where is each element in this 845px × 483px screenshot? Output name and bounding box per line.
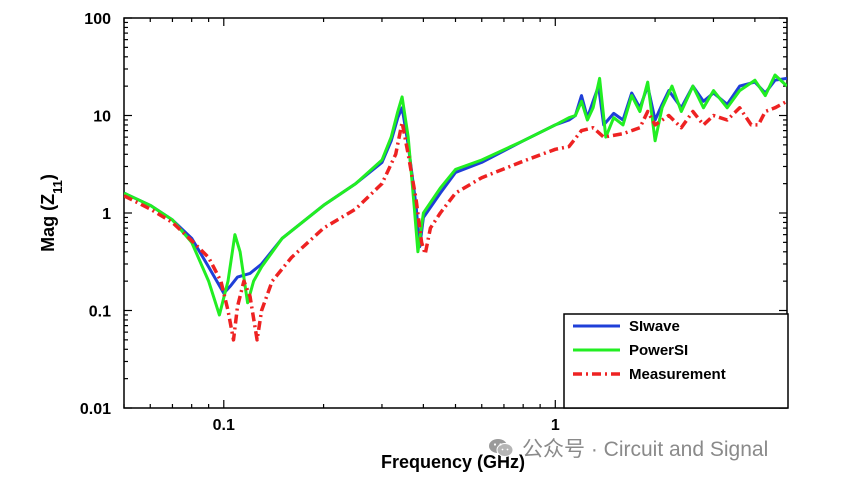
watermark: 公众号 · Circuit and Signal — [488, 433, 768, 463]
y-tick-label: 0.1 — [89, 304, 111, 321]
y-tick-label: 10 — [93, 109, 111, 126]
legend: SIwave PowerSI Measurement — [563, 313, 789, 409]
legend-box — [563, 313, 789, 409]
legend-label-powersi: PowerSI — [629, 342, 688, 359]
y-tick-label: 1 — [102, 206, 111, 223]
legend-label-measurement: Measurement — [629, 366, 726, 383]
series-line-measurement — [124, 99, 787, 342]
x-tick-label: 1 — [551, 417, 560, 434]
series-line-powersi — [124, 73, 787, 317]
x-tick-label: 0.1 — [213, 417, 235, 434]
legend-label-siwave: SIwave — [629, 318, 680, 335]
watermark-text: 公众号 · Circuit and Signal — [522, 438, 769, 461]
x-axis-title: Frequency (GHz) — [381, 452, 525, 472]
y-tick-label: 100 — [84, 11, 111, 28]
y-tick-label: 0.01 — [80, 401, 111, 418]
wechat-icon — [489, 439, 514, 457]
y-axis-title: Mag (Z11) — [38, 174, 65, 252]
